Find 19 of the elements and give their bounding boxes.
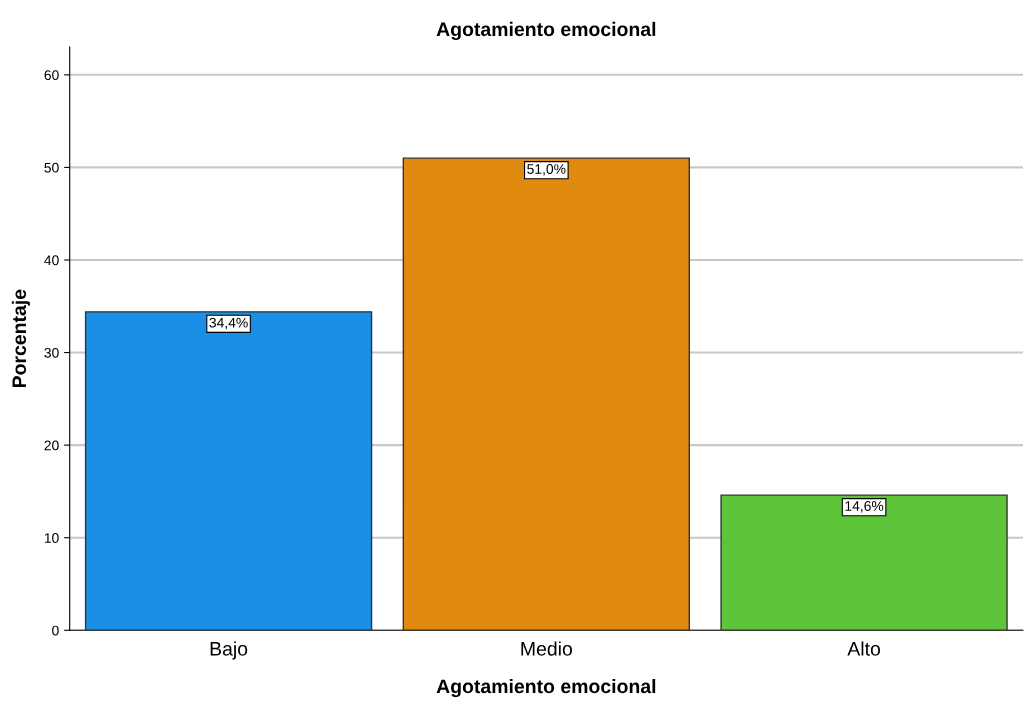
y-tick-label: 30: [44, 347, 59, 358]
y-tick-label: 10: [44, 533, 59, 543]
chart-title: Agotamiento emocional: [436, 21, 656, 41]
bar: [402, 157, 691, 631]
data-label: 51,0%: [527, 164, 566, 176]
y-tick-label: 20: [44, 440, 59, 451]
y-axis-title: Porcentaje: [11, 289, 30, 388]
bar: [720, 494, 1008, 631]
x-tick-label: Medio: [521, 641, 572, 656]
y-tick-label: 0: [52, 625, 59, 636]
y-tick-label: 60: [44, 70, 59, 80]
data-label: 34,4%: [209, 317, 248, 330]
y-tick-label: 40: [44, 255, 59, 266]
data-label: 14,6%: [845, 501, 884, 513]
bar: [84, 311, 373, 631]
y-tick-label: 50: [44, 162, 59, 173]
x-tick-label: Bajo: [210, 641, 248, 660]
x-tick-label: Alto: [847, 641, 881, 656]
x-axis-title: Agotamiento emocional: [436, 678, 656, 698]
